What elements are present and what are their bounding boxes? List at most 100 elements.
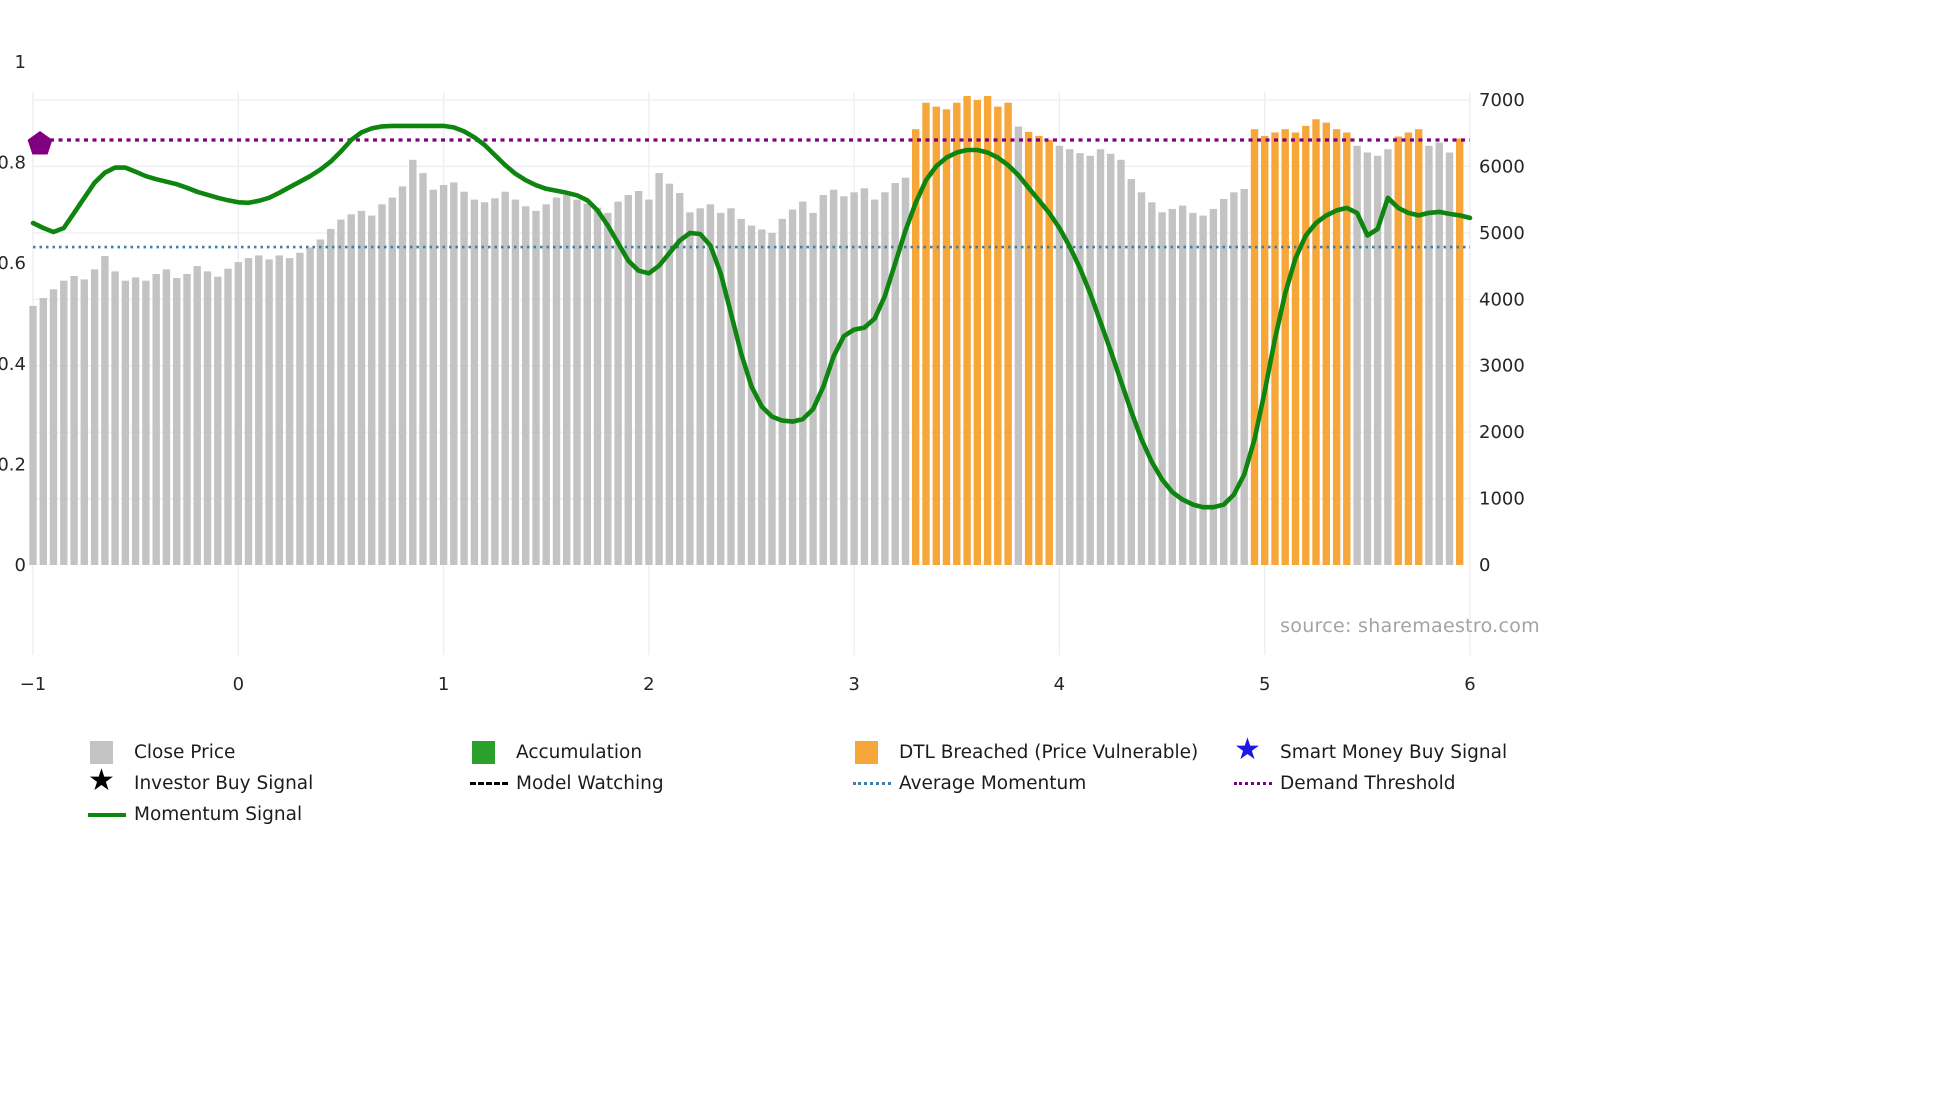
- square-swatch-icon: [853, 741, 899, 764]
- close-price-bar: [840, 196, 848, 566]
- close-price-bar: [470, 199, 479, 565]
- close-price-bar: [655, 173, 663, 565]
- legend-column: ★ Smart Money Buy Signal Demand Threshold: [1234, 734, 1508, 799]
- legend-item-investor-buy-signal: ★ Investor Buy Signal: [88, 762, 314, 799]
- close-price-bar: [871, 199, 879, 565]
- close-price-bar: [1435, 142, 1443, 565]
- dtl-breached-bar: [932, 106, 940, 565]
- dtl-breached-bar: [1281, 129, 1289, 565]
- close-price-bar: [111, 271, 119, 565]
- close-price-bar: [255, 255, 263, 565]
- line-swatch-icon: [88, 812, 134, 817]
- close-price-bar: [29, 305, 37, 565]
- close-price-bar: [1363, 152, 1372, 565]
- momentum-signal-line: [30, 123, 1473, 510]
- close-price-bar: [665, 183, 674, 565]
- close-price-bar: [850, 192, 858, 566]
- legend-label: Demand Threshold: [1280, 773, 1456, 794]
- close-price-bar: [829, 189, 838, 565]
- close-price-bar: [511, 199, 520, 565]
- close-price-bar: [1096, 149, 1105, 565]
- source-attribution: source: sharemaestro.com: [1280, 615, 1540, 637]
- square-sample: [90, 741, 113, 764]
- legend-item-model-watching: Model Watching: [470, 768, 664, 799]
- close-price-bar: [1373, 155, 1382, 566]
- svg-text:2000: 2000: [1479, 422, 1525, 443]
- dtl-breached-bar: [1394, 136, 1402, 565]
- close-price-bar: [173, 278, 181, 565]
- close-price-bar: [409, 159, 417, 566]
- close-price-bar: [1158, 212, 1166, 566]
- close-price-bar: [419, 173, 427, 565]
- legend-item-average-momentum: Average Momentum: [853, 768, 1198, 799]
- star-swatch-icon: ★: [88, 762, 134, 799]
- square-sample: [855, 741, 878, 764]
- close-price-bar: [583, 203, 591, 565]
- legend-label: Close Price: [134, 742, 236, 763]
- svg-text:5000: 5000: [1479, 223, 1525, 244]
- close-price-bar: [327, 228, 335, 565]
- dotted-swatch-icon: [853, 782, 899, 785]
- close-price-bar: [737, 218, 745, 565]
- dtl-breached-bar: [912, 129, 920, 565]
- legend-label: Smart Money Buy Signal: [1280, 742, 1508, 763]
- chart-legend: Close Price ★ Investor Buy Signal Momentum …: [0, 734, 1600, 847]
- close-price-bar: [1230, 192, 1238, 566]
- legend-label: Investor Buy Signal: [134, 773, 314, 794]
- y-axis-left-labels: 0 0.2 0.4 0.6 0.8 1: [0, 52, 26, 576]
- close-price-bar: [696, 208, 704, 566]
- dtl-breached-bar: [1250, 129, 1259, 565]
- svg-text:1: 1: [438, 674, 449, 695]
- close-price-bar: [1127, 179, 1135, 565]
- star-icon: ★: [88, 762, 115, 798]
- legend-label: Average Momentum: [899, 773, 1087, 794]
- close-price-bar: [316, 239, 325, 565]
- svg-text:5: 5: [1259, 674, 1270, 695]
- dtl-breached-bar: [973, 100, 981, 565]
- legend-column: DTL Breached (Price Vulnerable) Average M…: [853, 737, 1198, 799]
- close-price-bar: [604, 212, 612, 565]
- legend-item-smart-money-buy-signal: ★ Smart Money Buy Signal: [1234, 734, 1508, 768]
- line-sample: [88, 812, 126, 817]
- close-price-bar: [1137, 192, 1146, 566]
- close-price-bar: [624, 195, 632, 565]
- close-price-bar: [480, 202, 489, 566]
- close-price-bar: [778, 218, 786, 565]
- close-price-bar: [532, 210, 540, 565]
- close-price-bar: [90, 269, 99, 565]
- close-price-bar: [60, 280, 68, 565]
- close-price-bar: [460, 191, 468, 565]
- dotted-sample: [1234, 782, 1272, 785]
- close-price-bar: [439, 185, 448, 565]
- close-price-bar: [686, 212, 694, 566]
- close-price-bar: [1076, 153, 1084, 565]
- close-price-bar: [1220, 199, 1228, 565]
- close-price-bar: [121, 280, 130, 565]
- dtl-breached-bar: [983, 96, 992, 565]
- dtl-breached-bar: [963, 96, 971, 565]
- close-price-bar: [152, 274, 160, 565]
- svg-text:−1: −1: [20, 674, 47, 695]
- legend-label: DTL Breached (Price Vulnerable): [899, 742, 1199, 763]
- dtl-breached-bar: [922, 102, 930, 565]
- close-price-bar: [1178, 205, 1187, 565]
- square-swatch-icon: [470, 741, 516, 764]
- close-price-bar: [131, 277, 140, 565]
- close-price-bar: [296, 252, 304, 566]
- legend-item-demand-threshold: Demand Threshold: [1234, 768, 1507, 799]
- svg-text:0: 0: [1479, 555, 1490, 576]
- legend-label: Accumulation: [516, 742, 643, 763]
- close-price-bar: [891, 183, 899, 565]
- dtl-breached-bar: [942, 109, 951, 566]
- close-price-bar: [645, 199, 653, 565]
- close-price-bar: [398, 186, 407, 565]
- svg-text:4: 4: [1054, 674, 1065, 695]
- close-price-bar: [234, 262, 242, 565]
- close-price-bar: [244, 258, 253, 565]
- close-price-bar: [768, 232, 776, 565]
- close-price-bar: [788, 209, 797, 565]
- dtl-breached-bar: [1004, 102, 1012, 565]
- dtl-breached-bar: [1456, 138, 1464, 565]
- close-price-bar: [1240, 189, 1248, 565]
- svg-text:1000: 1000: [1479, 489, 1525, 510]
